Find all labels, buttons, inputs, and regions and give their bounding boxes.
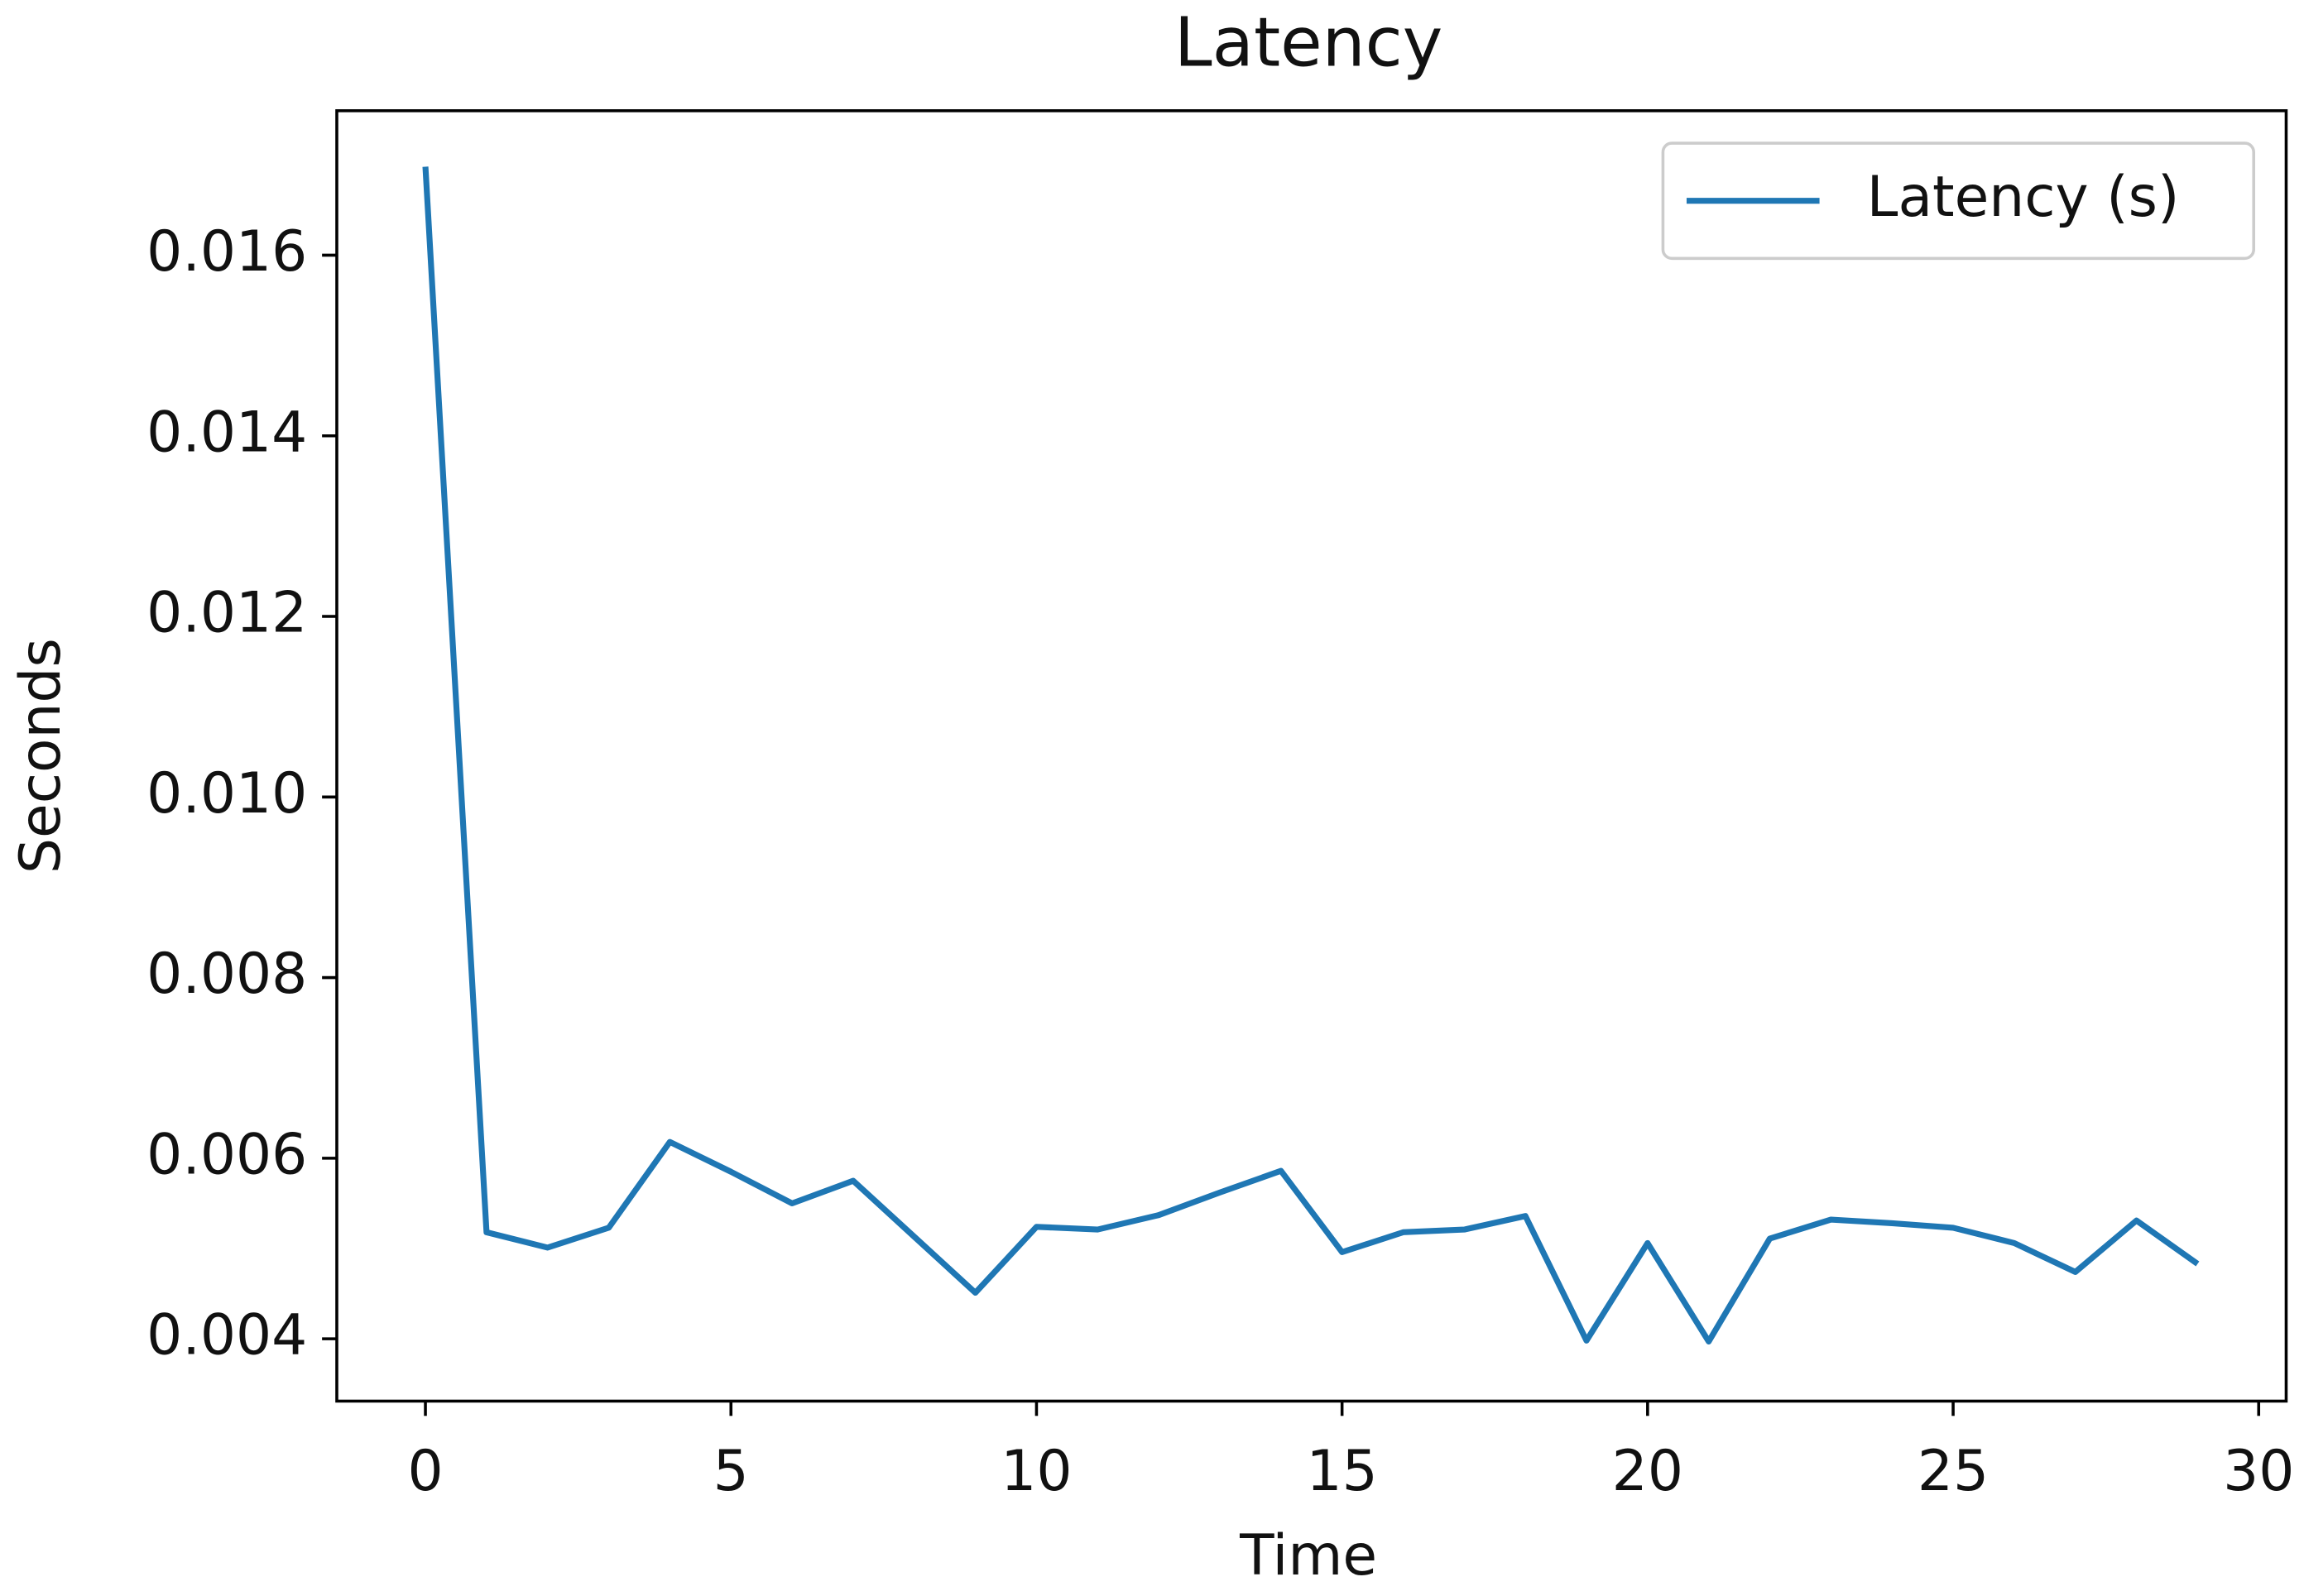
y-tick-label: 0.008	[146, 941, 307, 1006]
y-tick-label: 0.012	[146, 580, 307, 645]
y-tick-label: 0.010	[146, 760, 307, 826]
x-tick-label: 30	[2223, 1438, 2294, 1503]
plot-frame	[335, 109, 2288, 1403]
y-tick-label: 0.004	[146, 1302, 307, 1368]
x-tick-label: 15	[1307, 1438, 1378, 1503]
y-tick-label: 0.014	[146, 399, 307, 464]
x-tick-label: 25	[1918, 1438, 1989, 1503]
x-tick-label: 20	[1612, 1438, 1683, 1503]
y-tick-label: 0.006	[146, 1121, 307, 1186]
y-axis-label: Seconds	[7, 638, 73, 874]
line	[422, 166, 2200, 1344]
x-tick-label: 10	[1001, 1438, 1072, 1503]
chart-title: Latency	[1174, 4, 1442, 83]
x-tick-label: 5	[713, 1438, 749, 1503]
x-tick-label: 0	[407, 1438, 443, 1503]
y-tick-label: 0.016	[146, 218, 307, 284]
legend-label: Latency (s)	[1867, 164, 2180, 229]
legend-box	[1661, 141, 2255, 261]
x-axis-label: Time	[1239, 1522, 1377, 1588]
